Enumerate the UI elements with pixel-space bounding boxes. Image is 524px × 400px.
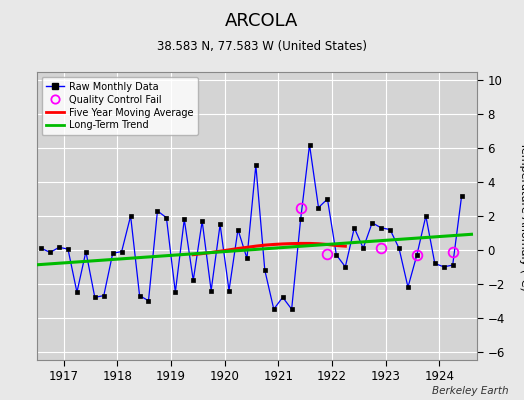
Y-axis label: Temperature Anomaly (°C): Temperature Anomaly (°C) <box>519 142 524 290</box>
Text: 38.583 N, 77.583 W (United States): 38.583 N, 77.583 W (United States) <box>157 40 367 53</box>
Legend: Raw Monthly Data, Quality Control Fail, Five Year Moving Average, Long-Term Tren: Raw Monthly Data, Quality Control Fail, … <box>41 77 198 135</box>
Text: Berkeley Earth: Berkeley Earth <box>432 386 508 396</box>
Text: ARCOLA: ARCOLA <box>225 12 299 30</box>
